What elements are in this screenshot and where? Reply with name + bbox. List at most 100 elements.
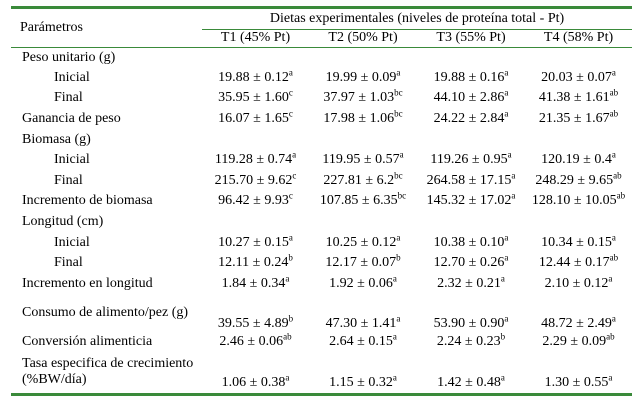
table-row: Incremento de biomasa 96.42 ± 9.93c 107.85… bbox=[11, 191, 632, 212]
value-cell: 128.10 ± 10.05ab bbox=[525, 191, 632, 212]
value-cell bbox=[417, 129, 525, 150]
value-cell: 19.88 ± 0.16a bbox=[417, 68, 525, 89]
value-cell: 37.97 ± 1.03bc bbox=[309, 88, 417, 109]
significance-letter: a bbox=[392, 273, 397, 284]
value-cell: 2.64 ± 0.15a bbox=[309, 332, 417, 353]
value-text: 47.30 ± 1.41 bbox=[325, 316, 397, 332]
significance-letter: bc bbox=[394, 108, 403, 119]
value-cell: 48.72 ± 2.49a bbox=[525, 294, 632, 332]
value-cell: 2.10 ± 0.12a bbox=[525, 274, 632, 295]
value-cell: 2.29 ± 0.09ab bbox=[525, 332, 632, 353]
value-cell: 12.44 ± 0.17ab bbox=[525, 253, 632, 274]
value-cell: 12.11 ± 0.24b bbox=[202, 253, 309, 274]
significance-letter: b bbox=[396, 252, 401, 263]
header-rule bbox=[11, 47, 632, 48]
significance-letter: a bbox=[285, 372, 290, 383]
significance-letter: ab bbox=[283, 331, 292, 342]
value-text: 19.88 ± 0.12 bbox=[218, 69, 289, 85]
significance-letter: a bbox=[292, 149, 297, 160]
value-text: 248.29 ± 9.65 bbox=[535, 172, 614, 188]
significance-letter: bc bbox=[397, 190, 407, 201]
value-cell: 24.22 ± 2.84a bbox=[417, 109, 525, 130]
significance-letter: ab bbox=[609, 252, 619, 263]
value-text: 12.70 ± 0.26 bbox=[433, 255, 505, 271]
significance-letter: ab bbox=[616, 190, 626, 201]
treatment-header: T2 (50% Pt) bbox=[328, 30, 398, 45]
value-text: 1.30 ± 0.55 bbox=[544, 374, 609, 390]
value-cell bbox=[309, 212, 417, 233]
significance-letter: a bbox=[611, 149, 616, 160]
value-cell: 264.58 ± 17.15a bbox=[417, 171, 525, 192]
row-label: Final bbox=[54, 172, 83, 188]
results-table: Parámetros Dietas experimentales (nivele… bbox=[11, 9, 632, 391]
significance-letter: b bbox=[500, 331, 506, 342]
table-body: Peso unitario (g) Inicial 19.88 ± 0.12a 19.… bbox=[11, 47, 632, 391]
row-label: Incremento de biomasa bbox=[22, 193, 153, 209]
value-text: 10.34 ± 0.15 bbox=[541, 234, 612, 250]
table-row: Final 35.95 ± 1.60c 37.97 ± 1.03bc 44.10 ± … bbox=[11, 88, 632, 109]
significance-letter: a bbox=[504, 67, 509, 78]
significance-letter: c bbox=[292, 170, 297, 181]
value-cell: 1.06 ± 0.38a bbox=[202, 353, 309, 391]
row-label: Inicial bbox=[54, 234, 90, 250]
group-rule bbox=[202, 29, 632, 30]
value-cell: 119.26 ± 0.95a bbox=[417, 150, 525, 171]
value-cell: 1.30 ± 0.55a bbox=[525, 353, 632, 391]
value-text: 44.10 ± 2.86 bbox=[433, 90, 505, 106]
table-row: Longitud (cm) bbox=[11, 212, 632, 233]
value-cell: 12.17 ± 0.07b bbox=[309, 253, 417, 274]
row-label: Ganancia de peso bbox=[22, 111, 121, 127]
value-text: 145.32 ± 17.02 bbox=[426, 193, 512, 209]
value-text: 16.07 ± 1.65 bbox=[218, 111, 289, 127]
value-cell: 1.92 ± 0.06a bbox=[309, 274, 417, 295]
table-row: Inicial 119.28 ± 0.74a 119.95 ± 0.57a 119.2… bbox=[11, 150, 632, 171]
significance-letter: c bbox=[288, 190, 293, 201]
value-cell bbox=[417, 47, 525, 68]
param-header: Parámetros bbox=[20, 20, 83, 35]
value-cell: 10.27 ± 0.15a bbox=[202, 232, 309, 253]
value-text: 227.81 ± 6.2 bbox=[323, 172, 395, 188]
value-text: 48.72 ± 2.49 bbox=[541, 316, 612, 332]
value-cell: 2.32 ± 0.21a bbox=[417, 274, 525, 295]
significance-letter: a bbox=[511, 190, 516, 201]
value-cell: 39.55 ± 4.89b bbox=[202, 294, 309, 332]
significance-letter: c bbox=[288, 87, 293, 98]
value-text: 41.38 ± 1.61 bbox=[538, 90, 610, 106]
significance-letter: a bbox=[392, 372, 397, 383]
row-label: Incremento en longitud bbox=[22, 275, 153, 291]
row-label: Final bbox=[54, 255, 83, 271]
value-cell bbox=[525, 212, 632, 233]
value-cell: 20.03 ± 0.07a bbox=[525, 68, 632, 89]
significance-letter: a bbox=[285, 273, 290, 284]
value-cell: 19.88 ± 0.12a bbox=[202, 68, 309, 89]
value-text: 2.24 ± 0.23 bbox=[436, 334, 501, 350]
value-cell: 1.15 ± 0.32a bbox=[309, 353, 417, 391]
value-text: 24.22 ± 2.84 bbox=[433, 111, 505, 127]
value-cell: 17.98 ± 1.06bc bbox=[309, 109, 417, 130]
significance-letter: ab bbox=[606, 331, 615, 342]
value-text: 12.11 ± 0.24 bbox=[218, 255, 289, 271]
value-text: 107.85 ± 6.35 bbox=[319, 193, 398, 209]
value-cell: 120.19 ± 0.4a bbox=[525, 150, 632, 171]
value-cell: 1.84 ± 0.34a bbox=[202, 274, 309, 295]
value-text: 1.42 ± 0.48 bbox=[437, 374, 501, 390]
significance-letter: a bbox=[511, 170, 516, 181]
value-cell bbox=[525, 47, 632, 68]
value-cell: 47.30 ± 1.41a bbox=[309, 294, 417, 332]
significance-letter: a bbox=[611, 231, 616, 242]
value-text: 35.95 ± 1.60 bbox=[218, 90, 289, 106]
value-text: 1.15 ± 0.32 bbox=[329, 374, 393, 390]
significance-letter: b bbox=[288, 313, 294, 324]
significance-letter: a bbox=[504, 108, 509, 119]
value-text: 2.46 ± 0.06 bbox=[219, 334, 284, 350]
value-text: 2.64 ± 0.15 bbox=[329, 334, 393, 350]
value-text: 10.38 ± 0.10 bbox=[433, 234, 505, 250]
value-text: 19.99 ± 0.09 bbox=[325, 69, 397, 85]
significance-letter: a bbox=[504, 231, 509, 242]
value-cell: 21.35 ± 1.67ab bbox=[525, 109, 632, 130]
value-text: 10.27 ± 0.15 bbox=[218, 234, 289, 250]
value-cell: 44.10 ± 2.86a bbox=[417, 88, 525, 109]
value-cell bbox=[309, 47, 417, 68]
significance-letter: a bbox=[500, 273, 505, 284]
value-cell bbox=[417, 212, 525, 233]
